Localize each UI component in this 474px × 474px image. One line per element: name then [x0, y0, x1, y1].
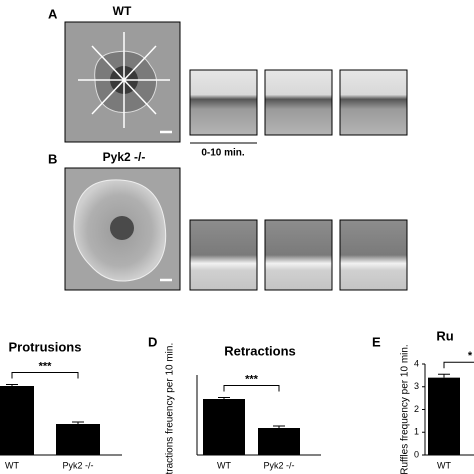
kymograph: [339, 69, 408, 136]
kymograph: [264, 69, 333, 136]
significance-bracket: [443, 361, 474, 369]
kymograph: [189, 219, 258, 291]
panel-title: Pyk2 -/-: [103, 150, 146, 164]
chart-title: Protrusions: [9, 339, 82, 354]
significance-label: ***: [245, 373, 259, 385]
significance-bracket: [11, 372, 79, 379]
x-tick-label: WT: [217, 460, 231, 470]
y-tick-label: 0: [414, 449, 419, 459]
kymograph: [339, 219, 408, 291]
bar: [0, 386, 34, 455]
bar: [428, 377, 460, 455]
significance-label: *: [468, 350, 473, 362]
y-tick-label: 1: [414, 427, 419, 437]
micrograph: [64, 167, 181, 291]
x-tick-label: WT: [5, 460, 19, 470]
panel-label: B: [48, 151, 57, 166]
y-tick-label: 3: [414, 381, 419, 391]
time-scale-label: 0-10 min.: [201, 148, 245, 159]
kymograph: [264, 219, 333, 291]
panel-title: WT: [113, 4, 132, 18]
panel-label: D: [148, 334, 157, 349]
kymograph: [189, 69, 258, 136]
bar: [56, 424, 100, 455]
x-tick-label: Pyk2 -/-: [62, 460, 93, 470]
y-axis-label: Retractions freuency per 10 min.: [165, 343, 176, 474]
panel-label: A: [48, 6, 58, 21]
significance-bracket: [223, 385, 280, 392]
panel-label: E: [372, 334, 381, 349]
micrograph: [64, 21, 181, 143]
bar: [258, 428, 300, 455]
chart-title: Ru: [436, 328, 453, 343]
y-tick-label: 4: [414, 358, 419, 368]
significance-label: ***: [39, 360, 53, 372]
chart-title: Retractions: [224, 343, 296, 358]
y-tick-label: 2: [414, 404, 419, 414]
y-axis-label: Ruffles frequency per 10 min.: [400, 344, 411, 474]
x-tick-label: Pyk2 -/-: [263, 460, 294, 470]
x-tick-label: WT: [437, 460, 451, 470]
bar: [203, 399, 245, 455]
